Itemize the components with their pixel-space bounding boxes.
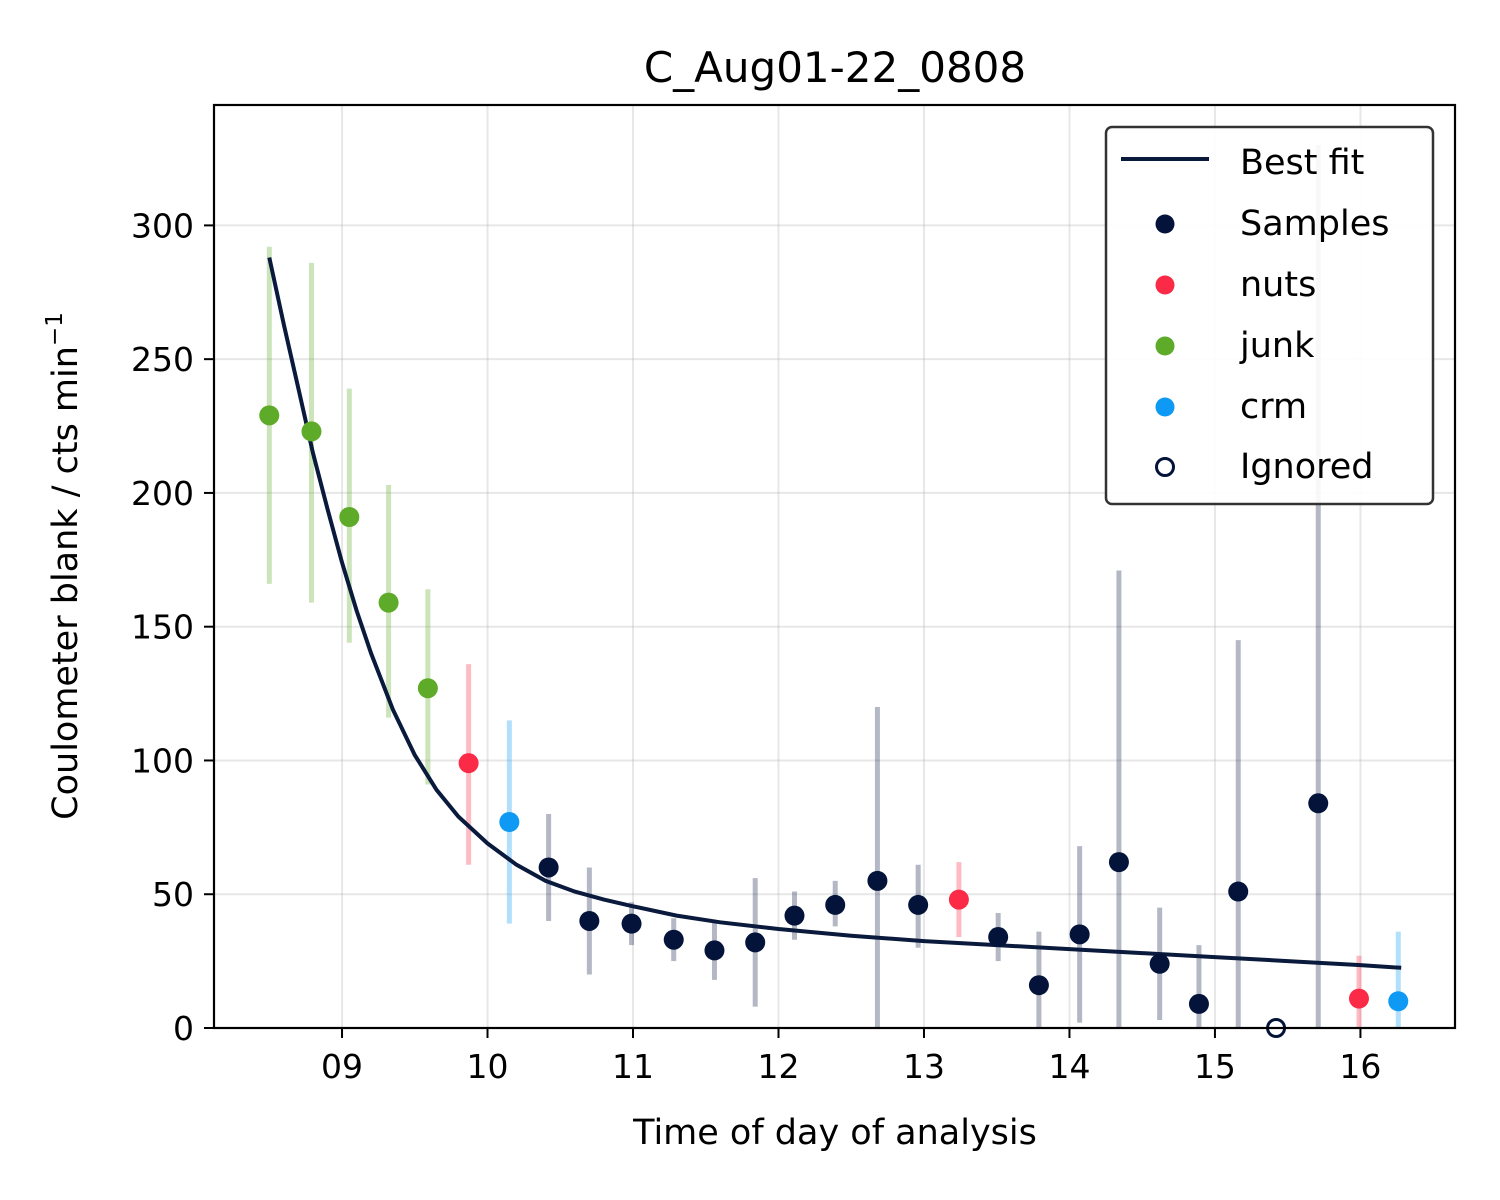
best-fit-line [267, 257, 1402, 970]
legend-label-crm: crm [1240, 387, 1307, 427]
y-tick-label-100: 100 [131, 741, 194, 780]
y-axis-label-text: Coulometer blank / cts min [46, 346, 86, 820]
point-nuts-1 [948, 889, 969, 910]
x-tick-label-12: 12 [757, 1047, 799, 1086]
x-axis-ticks: 09 10 11 12 13 14 15 16 [321, 1028, 1381, 1086]
legend-swatch-ignored [1155, 457, 1175, 477]
point-crm-0 [499, 811, 520, 832]
legend-label-nuts: nuts [1240, 265, 1316, 305]
legend-swatch-nuts [1155, 275, 1175, 295]
legend-label-samples: Samples [1240, 204, 1389, 244]
x-tick-label-15: 15 [1194, 1047, 1236, 1086]
point-nuts-2 [1348, 988, 1369, 1009]
point-junk-0 [259, 405, 280, 426]
point-samples-5 [745, 932, 766, 953]
point-samples-9 [908, 894, 929, 915]
y-tick-label-250: 250 [131, 340, 194, 379]
point-samples-6 [784, 905, 805, 926]
point-samples-0 [538, 857, 559, 878]
point-samples-4 [704, 940, 725, 961]
point-junk-2 [339, 507, 360, 528]
point-samples-15 [1188, 993, 1209, 1014]
point-samples-3 [663, 929, 684, 950]
point-samples-16 [1228, 881, 1249, 902]
point-junk-1 [301, 421, 322, 442]
legend-label-best-fit: Best fit [1240, 143, 1364, 183]
y-axis-label-superscript: −1 [42, 312, 68, 346]
point-samples-7 [825, 894, 846, 915]
y-tick-label-150: 150 [131, 608, 194, 647]
legend-swatch-junk [1155, 336, 1175, 356]
point-samples-2 [621, 913, 642, 934]
y-tick-label-0: 0 [173, 1009, 194, 1048]
point-junk-3 [378, 592, 399, 613]
point-samples-11 [1028, 975, 1049, 996]
data-points [259, 405, 1409, 1038]
legend: Best fit Samples nuts junk crm Ignored [1104, 125, 1435, 506]
x-tick-label-13: 13 [903, 1047, 945, 1086]
x-tick-label-16: 16 [1339, 1047, 1381, 1086]
chart-title: C_Aug01-22_0808 [644, 43, 1026, 92]
point-samples-1 [579, 910, 600, 931]
legend-swatch-samples [1155, 214, 1175, 234]
x-tick-label-10: 10 [467, 1047, 509, 1086]
legend-label-ignored: Ignored [1240, 447, 1374, 487]
point-samples-14 [1149, 953, 1170, 974]
point-crm-1 [1388, 991, 1409, 1012]
y-axis-ticks: 0 50 100 150 200 250 300 [131, 206, 214, 1048]
legend-box [1104, 125, 1435, 506]
point-samples-13 [1108, 852, 1129, 873]
y-tick-label-300: 300 [131, 206, 194, 245]
y-tick-label-50: 50 [152, 875, 194, 914]
x-axis-label: Time of day of analysis [632, 1113, 1037, 1153]
legend-label-junk: junk [1239, 326, 1315, 366]
x-tick-label-11: 11 [612, 1047, 654, 1086]
point-samples-17 [1308, 793, 1329, 814]
point-samples-12 [1069, 924, 1090, 945]
y-tick-label-200: 200 [131, 474, 194, 513]
point-junk-4 [417, 678, 438, 699]
y-axis-label: Coulometer blank / cts min−1 [42, 312, 86, 820]
x-tick-label-09: 09 [321, 1047, 363, 1086]
x-tick-label-14: 14 [1048, 1047, 1090, 1086]
legend-swatch-crm [1155, 397, 1175, 417]
point-samples-8 [867, 870, 888, 891]
point-nuts-0 [458, 753, 479, 774]
plot-frame [212, 103, 1457, 1030]
point-samples-10 [988, 927, 1009, 948]
